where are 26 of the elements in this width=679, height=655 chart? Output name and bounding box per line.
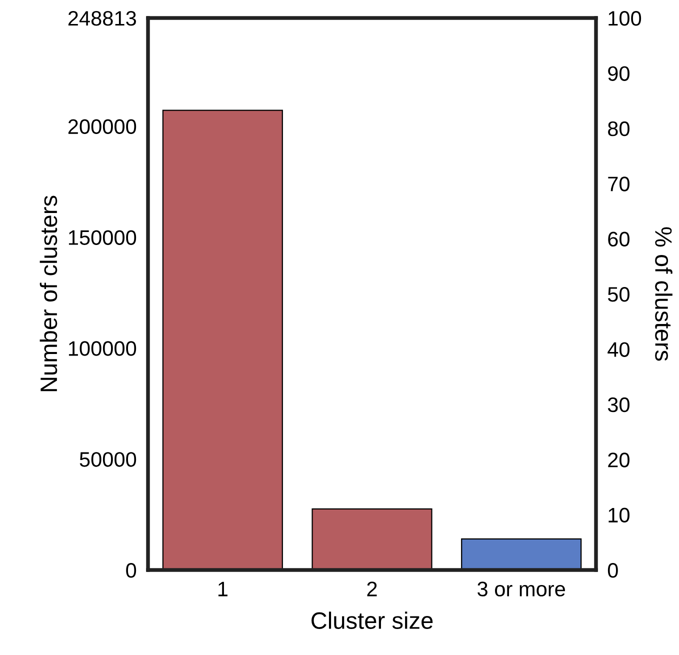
y2-tick-label: 90 (608, 66, 630, 81)
y2-tick-label: 60 (608, 232, 630, 247)
y2-tick-label: 0 (608, 563, 618, 578)
bar (312, 508, 432, 570)
y2-tick-label: 10 (608, 508, 630, 523)
y-tick-label: 200000 (68, 119, 136, 134)
y2-tick-label: 100 (608, 11, 642, 26)
x-tick-label: 1 (218, 582, 228, 596)
y-tick-label: 0 (126, 563, 136, 578)
y-axis-title: Number of clusters (40, 196, 58, 392)
x-tick-label: 2 (367, 582, 377, 596)
y2-tick-label: 50 (608, 287, 630, 302)
y2-tick-label: 20 (608, 452, 630, 468)
y2-tick-label: 80 (608, 121, 630, 136)
y-tick-label: 150000 (68, 230, 136, 245)
y-tick-label: 100000 (68, 341, 136, 356)
y2-tick-label: 30 (608, 397, 630, 412)
y2-tick-label: 40 (608, 342, 630, 357)
y-tick-label: 50000 (80, 452, 136, 467)
bar (162, 110, 283, 570)
y2-tick-label: 70 (608, 176, 630, 192)
bar (461, 538, 582, 570)
x-tick-label: 3 or more (478, 582, 565, 596)
y2-axis-title: % of clusters (655, 227, 672, 361)
y-tick-label: 248813 (68, 11, 136, 26)
x-axis-title: Cluster size (312, 612, 433, 629)
